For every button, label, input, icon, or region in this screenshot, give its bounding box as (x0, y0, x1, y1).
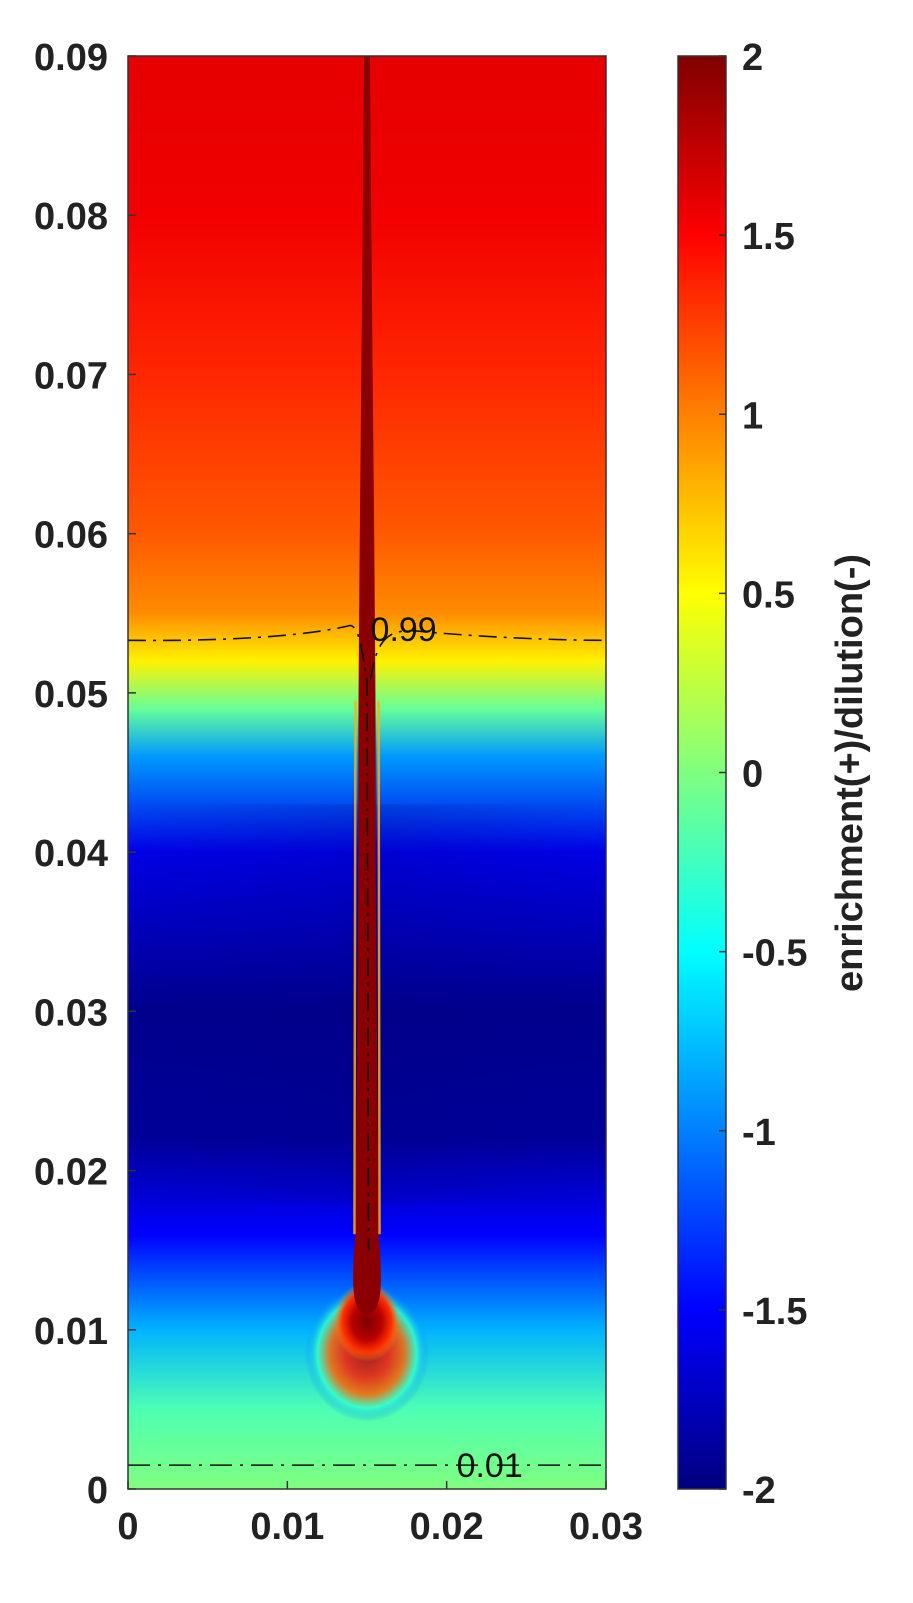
y-tick-label: 0.07 (34, 355, 108, 397)
colorbar-tick-label: 2 (742, 37, 763, 79)
x-tick-label: 0 (117, 1506, 138, 1548)
jet-bulb (334, 1281, 400, 1362)
x-tick-label: 0.01 (250, 1506, 324, 1548)
y-tick-label: 0.02 (34, 1152, 108, 1194)
y-tick-label: 0.01 (34, 1311, 108, 1353)
colorbar: 2 1.5 1 0.5 0 -0.5 -1 -1.5 -2 enrichment(+)/dilu… (677, 37, 871, 1512)
contour-label: 0.01 (457, 1447, 523, 1485)
colorbar-tick-label: 0 (742, 754, 763, 796)
plot-area (128, 56, 606, 1489)
y-tick-label: 0.03 (34, 992, 108, 1034)
y-tick-label: 0 (87, 1470, 108, 1512)
y-tick-label: 0.05 (34, 674, 108, 716)
contour-line-0.99 (128, 624, 606, 1251)
contour-label: 0.99 (371, 611, 437, 649)
plot-frame (127, 55, 607, 1490)
y-axis: 0 0.01 0.02 0.03 0.04 0.05 0.06 0.07 0.08 0.09 (34, 37, 136, 1512)
y-tick-label: 0.08 (34, 196, 108, 238)
x-axis: 0 0.01 0.02 0.03 (117, 1481, 643, 1548)
colorbar-ticks: 2 1.5 1 0.5 0 -0.5 -1 -1.5 -2 (719, 37, 807, 1512)
colorbar-label: enrichment(+)/dilution(-) (829, 554, 871, 992)
x-tick-label: 0.03 (569, 1506, 643, 1548)
x-tick-label: 0.02 (410, 1506, 484, 1548)
y-tick-label: 0.09 (34, 37, 108, 79)
y-tick-label: 0.06 (34, 515, 108, 557)
colorbar-tick-label: -1.5 (742, 1291, 807, 1333)
colorbar-tick-label: -2 (742, 1470, 776, 1512)
colorbar-tick-label: 1 (742, 395, 763, 437)
colorbar-tick-label: 1.5 (742, 216, 795, 258)
y-tick-label: 0.04 (34, 833, 108, 875)
colorbar-scale (677, 55, 727, 1490)
colorbar-tick-label: -1 (742, 1112, 776, 1154)
colorbar-tick-label: -0.5 (742, 933, 807, 975)
labels-layer: 0.99 0.01 (371, 611, 523, 1485)
jet-edge (353, 700, 381, 1235)
colorbar-tick-label: 0.5 (742, 574, 795, 616)
